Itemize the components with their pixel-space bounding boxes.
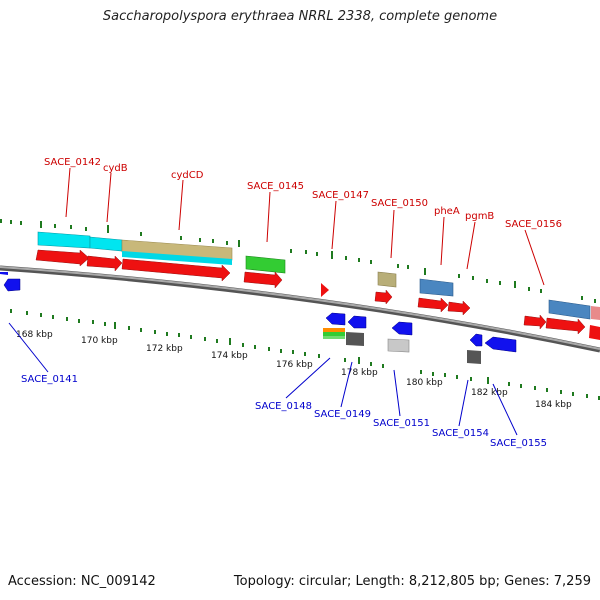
gene-label-SACE_0149: SACE_0149 bbox=[314, 409, 371, 420]
topology-text: Topology: circular; Length: 8,212,805 bp… bbox=[233, 574, 591, 589]
gene-label-SACE_0142: SACE_0142 bbox=[44, 157, 101, 168]
forward-gene-callouts: SACE_0142 cydB cydCD SACE_0145 SACE_0147… bbox=[44, 157, 562, 286]
gene-label-cydB: cydB bbox=[103, 163, 128, 174]
scale-label-176: 176 kbp bbox=[276, 360, 313, 370]
gene-label-SACE_0148: SACE_0148 bbox=[255, 401, 312, 412]
scale-label-180: 180 kbp bbox=[406, 378, 443, 388]
accession-text: Accession: NC_009142 bbox=[8, 574, 156, 589]
scale-labels: 168 kbp 170 kbp 172 kbp 174 kbp 176 kbp … bbox=[16, 330, 572, 410]
reverse-tick-track bbox=[10, 309, 600, 400]
gene-label-SACE_0155: SACE_0155 bbox=[490, 438, 547, 449]
forward-feature-blocks bbox=[37, 231, 600, 320]
gene-label-SACE_0151: SACE_0151 bbox=[373, 418, 430, 429]
forward-gene-arrows bbox=[35, 249, 600, 340]
gene-label-pgmB: pgmB bbox=[465, 211, 494, 222]
gene-label-pheA: pheA bbox=[434, 206, 460, 217]
forward-tick-track bbox=[0, 219, 596, 303]
reverse-gene-arrows bbox=[0, 272, 517, 353]
gene-label-cydCD: cydCD bbox=[171, 170, 204, 181]
gene-label-SACE_0141: SACE_0141 bbox=[21, 374, 78, 385]
scale-label-170: 170 kbp bbox=[81, 336, 118, 346]
scale-label-168: 168 kbp bbox=[16, 330, 53, 340]
scale-label-178: 178 kbp bbox=[341, 368, 378, 378]
gene-label-SACE_0147: SACE_0147 bbox=[312, 190, 369, 201]
scale-label-184: 184 kbp bbox=[535, 400, 572, 410]
scale-label-182: 182 kbp bbox=[471, 388, 508, 398]
gene-label-SACE_0145: SACE_0145 bbox=[247, 181, 304, 192]
gene-label-SACE_0150: SACE_0150 bbox=[371, 198, 428, 209]
scale-label-174: 174 kbp bbox=[211, 351, 248, 361]
map-title: Saccharopolyspora erythraea NRRL 2338, c… bbox=[102, 9, 498, 24]
reverse-feature-blocks bbox=[323, 328, 481, 364]
scale-label-172: 172 kbp bbox=[146, 344, 183, 354]
gene-label-SACE_0156: SACE_0156 bbox=[505, 219, 562, 230]
gene-label-SACE_0154: SACE_0154 bbox=[432, 428, 489, 439]
reverse-gene-callouts: SACE_0141 SACE_0148 SACE_0149 SACE_0151 … bbox=[8, 322, 547, 449]
